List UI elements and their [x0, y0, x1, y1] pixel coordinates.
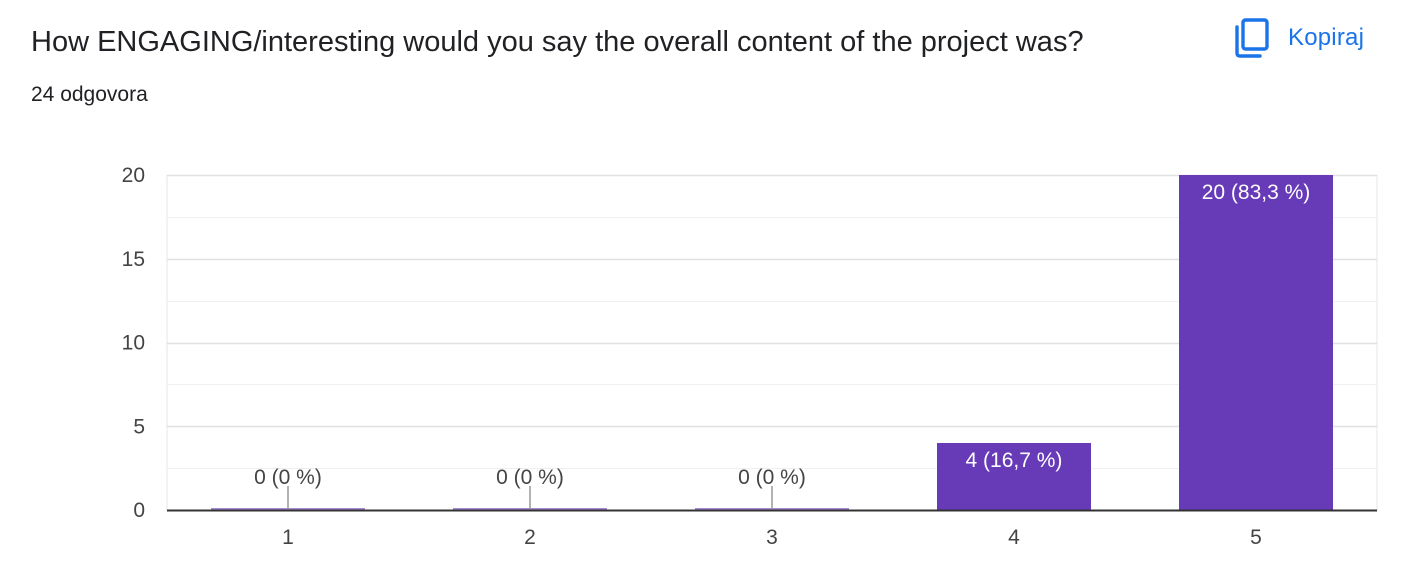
copy-icon — [1235, 18, 1269, 58]
y-tick-label: 15 — [122, 248, 145, 271]
x-tick-label: 5 — [1250, 526, 1262, 549]
x-tick-label: 4 — [1008, 526, 1020, 549]
question-title: How ENGAGING/interesting would you say t… — [31, 26, 1084, 58]
chart-bars — [211, 175, 1333, 510]
data-label: 0 (0 %) — [254, 466, 322, 489]
x-tick-label: 1 — [282, 526, 294, 549]
bar[interactable] — [937, 443, 1091, 510]
data-label: 4 (16,7 %) — [966, 449, 1063, 472]
y-tick-label: 20 — [122, 164, 145, 187]
copy-button-label: Kopiraj — [1288, 24, 1365, 51]
y-axis-tick-labels: 0 5 10 15 20 — [122, 164, 145, 522]
data-label: 0 (0 %) — [738, 466, 806, 489]
data-label: 0 (0 %) — [496, 466, 564, 489]
y-tick-label: 10 — [122, 332, 145, 355]
y-tick-label: 5 — [133, 415, 145, 438]
chart-data-labels: 0 (0 %) 0 (0 %) 0 (0 %) 4 (16,7 %) 20 (83,3 … — [254, 181, 1310, 489]
response-count: 24 odgovora — [31, 83, 148, 106]
x-tick-label: 2 — [524, 526, 536, 549]
chart-gridlines — [166, 174, 1378, 510]
data-label: 20 (83,3 %) — [1202, 181, 1311, 204]
x-tick-label: 3 — [766, 526, 778, 549]
bar[interactable] — [1179, 175, 1333, 510]
y-tick-label: 0 — [133, 499, 145, 522]
x-axis-tick-labels: 1 2 3 4 5 — [282, 526, 1262, 549]
copy-chart-button[interactable]: Kopiraj — [1224, 14, 1372, 62]
